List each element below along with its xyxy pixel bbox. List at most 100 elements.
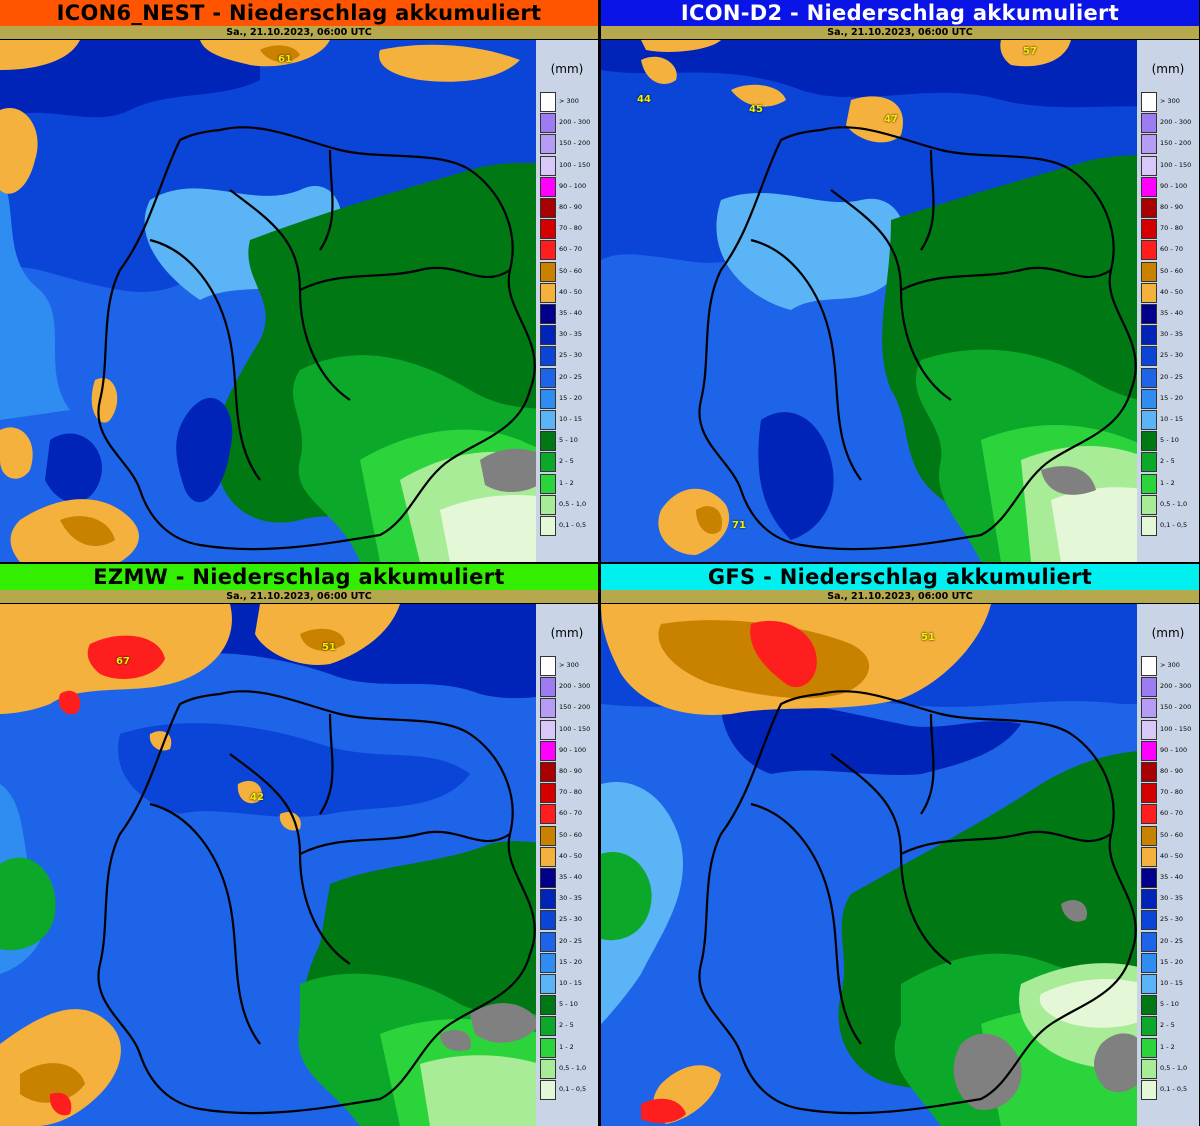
legend-label: 1 - 2 [559,1042,574,1051]
legend-label: 90 - 100 [559,181,587,190]
legend-swatch [1141,868,1157,888]
precipitation-legend: (mm) > 300 200 - 300 150 - 200 100 - 150 90 … [1137,604,1199,1126]
legend-label: 2 - 5 [1160,457,1175,466]
legend-label: 0,1 - 0,5 [1160,521,1188,529]
legend-label: 1 - 2 [1160,478,1175,487]
legend-swatch [540,282,556,303]
legend-swatch [1141,995,1157,1016]
legend-label: > 300 [1160,97,1180,105]
legend-swatch [540,176,556,197]
legend-swatch [1141,656,1157,676]
legend-swatch [540,431,556,452]
legend-label: 35 - 40 [1160,873,1184,881]
legend-swatch [1141,910,1157,931]
legend-swatch [1141,431,1157,452]
precipitation-map [601,40,1199,562]
legend-swatch [540,889,556,910]
max-value-label: 51 [322,642,336,653]
legend-swatch [540,762,556,782]
legend-label: 150 - 200 [1160,703,1192,712]
legend-swatch [540,113,556,134]
legend-label: 150 - 200 [1160,139,1192,148]
legend-swatch [540,325,556,346]
legend-label: 20 - 25 [559,372,583,381]
max-value-label: 71 [732,520,746,531]
legend-label: 0,5 - 1,0 [1160,499,1188,508]
legend-label: 30 - 35 [559,330,583,339]
legend-swatch [540,155,556,176]
legend-swatch [540,804,556,825]
legend-label: 150 - 200 [559,139,591,148]
legend-label: 2 - 5 [559,457,574,466]
legend-swatch [1141,846,1157,867]
legend-swatch [540,516,556,536]
legend-label: 80 - 90 [559,203,583,211]
legend-swatch [540,388,556,409]
legend-label: 60 - 70 [559,809,583,818]
legend-swatch [1141,974,1157,994]
panel-timestamp: Sa., 21.10.2023, 06:00 UTC [0,26,598,40]
legend-label: 200 - 300 [559,118,591,127]
legend-label: 70 - 80 [1160,224,1184,233]
max-value-label: 47 [884,114,898,125]
legend-label: 40 - 50 [1160,287,1184,296]
legend-swatch [540,995,556,1016]
legend-swatch [1141,698,1157,719]
legend-swatch [1141,825,1157,846]
legend-label: 40 - 50 [1160,851,1184,860]
legend-swatch [540,677,556,698]
legend-swatch [1141,219,1157,240]
legend-swatch [1141,762,1157,782]
legend-label: 1 - 2 [559,478,574,487]
legend-swatch [540,698,556,719]
precipitation-legend: (mm) > 300 200 - 300 150 - 200 100 - 150 90 … [536,40,598,562]
panel-ezmw: EZMW - Niederschlag akkumuliert Sa., 21.… [0,564,598,1126]
legend-label: 200 - 300 [1160,118,1192,127]
legend-swatch [1141,1058,1157,1079]
legend-swatch [540,719,556,740]
max-value-label: 51 [921,632,935,643]
legend-swatch [1141,346,1157,367]
legend-label: 15 - 20 [559,393,583,402]
legend-swatch [1141,889,1157,910]
legend-label: 35 - 40 [559,873,583,881]
legend-swatch [540,1037,556,1058]
legend-label: > 300 [1160,661,1180,669]
legend-swatch [1141,304,1157,324]
legend-swatch [1141,1016,1157,1037]
legend-swatch [540,367,556,388]
precipitation-map [0,40,598,562]
legend-label: 35 - 40 [559,309,583,317]
legend-label: 30 - 35 [559,894,583,903]
legend-swatch [1141,367,1157,388]
legend-label: 1 - 2 [1160,1042,1175,1051]
legend-label: 10 - 15 [1160,979,1184,987]
legend-swatch [540,452,556,473]
legend-swatch [1141,388,1157,409]
precipitation-map [0,604,598,1126]
panel-title: EZMW - Niederschlag akkumuliert [0,564,598,590]
legend-swatch [540,1058,556,1079]
legend-swatch [1141,240,1157,261]
legend-swatch [1141,952,1157,973]
legend-label: 50 - 60 [1160,266,1184,275]
legend-label: 30 - 35 [1160,894,1184,903]
legend-label: 50 - 60 [559,266,583,275]
precipitation-legend: (mm) > 300 200 - 300 150 - 200 100 - 150 90 … [536,604,598,1126]
legend-swatch [540,410,556,430]
legend-unit: (mm) [550,62,584,76]
legend-swatch [540,219,556,240]
legend-label: 10 - 15 [559,979,583,987]
legend-swatch [540,346,556,367]
legend-label: 20 - 25 [1160,372,1184,381]
legend-label: 60 - 70 [1160,245,1184,254]
legend-label: 70 - 80 [559,788,583,797]
legend-swatch [1141,113,1157,134]
legend-label: 0,1 - 0,5 [559,1085,587,1093]
legend-label: 60 - 70 [559,245,583,254]
legend-swatch [540,656,556,676]
legend-swatch [540,494,556,515]
legend-label: 25 - 30 [1160,915,1184,924]
panel-title: GFS - Niederschlag akkumuliert [601,564,1199,590]
legend-label: 30 - 35 [1160,330,1184,339]
